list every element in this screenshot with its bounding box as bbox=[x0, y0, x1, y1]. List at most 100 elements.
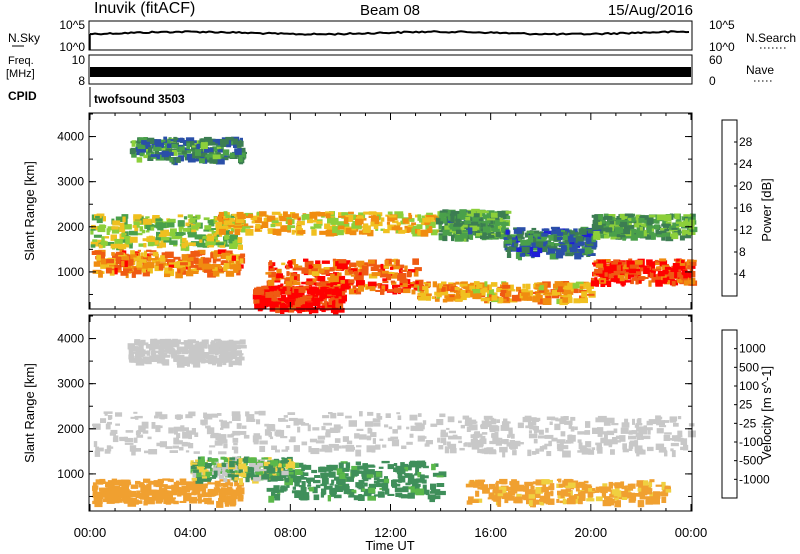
echo-cell bbox=[224, 457, 233, 463]
echo-cell bbox=[227, 474, 235, 478]
echo-cell bbox=[646, 224, 652, 231]
echo-cell bbox=[649, 497, 656, 505]
echo-cell bbox=[218, 228, 226, 235]
echo-cell bbox=[449, 229, 455, 234]
echo-cell bbox=[332, 223, 336, 227]
echo-cell bbox=[628, 435, 637, 440]
echo-cell bbox=[194, 432, 199, 437]
echo-cell bbox=[364, 465, 374, 468]
echo-cell bbox=[187, 231, 197, 238]
echo-cell bbox=[567, 498, 576, 505]
echo-cell bbox=[660, 491, 668, 497]
echo-cell bbox=[321, 260, 330, 264]
nsky-tick-bottom-right: 10^0 bbox=[709, 40, 735, 54]
echo-cell bbox=[641, 435, 651, 440]
echo-cell bbox=[166, 346, 172, 350]
echo-cell bbox=[627, 274, 631, 280]
echo-cell bbox=[253, 464, 260, 472]
echo-cell bbox=[168, 267, 173, 271]
echo-cell bbox=[385, 214, 389, 217]
echo-cell bbox=[622, 492, 632, 498]
echo-cell bbox=[238, 466, 243, 474]
echo-cell bbox=[381, 460, 390, 464]
echo-cell bbox=[196, 477, 202, 480]
echo-cell bbox=[287, 293, 292, 299]
echo-cell bbox=[540, 446, 544, 449]
echo-cell bbox=[333, 494, 342, 499]
echo-cell bbox=[675, 230, 681, 233]
echo-cell bbox=[252, 215, 258, 221]
echo-cell bbox=[388, 215, 397, 218]
echo-cell bbox=[283, 211, 288, 218]
echo-cell bbox=[135, 480, 141, 485]
echo-cell bbox=[139, 226, 143, 232]
echo-cell bbox=[558, 478, 562, 483]
echo-cell bbox=[631, 277, 639, 281]
echo-cell bbox=[124, 442, 134, 445]
echo-cell bbox=[210, 252, 214, 259]
echo-cell bbox=[459, 447, 465, 451]
echo-cell bbox=[222, 155, 230, 158]
echo-cell bbox=[236, 143, 242, 148]
echo-cell bbox=[104, 413, 108, 416]
echo-cell bbox=[475, 444, 484, 448]
echo-cell bbox=[601, 487, 607, 491]
echo-cell bbox=[532, 481, 538, 485]
velocity-ylabel: Slant Range [km] bbox=[22, 363, 37, 463]
echo-cell bbox=[612, 440, 621, 443]
echo-cell bbox=[470, 499, 479, 503]
echo-cell bbox=[279, 216, 286, 218]
echo-cell bbox=[597, 446, 603, 454]
echo-cell bbox=[489, 440, 495, 445]
echo-cell bbox=[665, 489, 672, 493]
echo-cell bbox=[467, 442, 472, 448]
echo-cell bbox=[614, 500, 621, 508]
echo-cell bbox=[616, 500, 621, 503]
echo-cell bbox=[198, 264, 204, 268]
echo-cell bbox=[144, 450, 152, 454]
echo-cell bbox=[376, 413, 381, 418]
echo-cell bbox=[511, 239, 516, 243]
echo-cell bbox=[235, 487, 245, 495]
echo-cell bbox=[92, 488, 98, 495]
echo-cell bbox=[425, 489, 430, 496]
echo-cell bbox=[480, 210, 489, 214]
echo-cell bbox=[585, 421, 591, 428]
echo-cell bbox=[426, 295, 431, 301]
echo-cell bbox=[188, 443, 194, 449]
echo-cell bbox=[129, 148, 135, 155]
echo-cell bbox=[275, 221, 282, 227]
echo-cell bbox=[349, 231, 354, 235]
echo-cell bbox=[220, 421, 230, 429]
echo-cell bbox=[107, 266, 115, 269]
echo-cell bbox=[227, 488, 234, 494]
echo-cell bbox=[659, 258, 667, 262]
echo-cell bbox=[158, 486, 162, 493]
echo-cell bbox=[460, 290, 469, 297]
echo-cell bbox=[520, 294, 528, 301]
echo-cell bbox=[315, 282, 320, 286]
echo-cell bbox=[188, 354, 194, 360]
echo-cell bbox=[375, 289, 382, 292]
echo-cell bbox=[208, 355, 218, 360]
echo-cell bbox=[279, 288, 286, 292]
echo-cell bbox=[584, 430, 591, 435]
echo-cell bbox=[412, 226, 419, 229]
echo-cell bbox=[185, 492, 192, 500]
echo-cell bbox=[473, 482, 478, 488]
echo-cell bbox=[519, 253, 525, 257]
echo-cell bbox=[550, 242, 555, 247]
echo-cell bbox=[238, 458, 243, 464]
colorbar-tick-label: 16 bbox=[739, 201, 753, 215]
echo-cell bbox=[142, 271, 150, 277]
echo-cell bbox=[286, 472, 294, 475]
echo-cell bbox=[93, 485, 99, 490]
echo-cell bbox=[649, 264, 655, 269]
echo-cell bbox=[531, 251, 541, 258]
echo-cell bbox=[464, 223, 473, 230]
echo-cell bbox=[105, 267, 112, 274]
colorbar-tick-label: 8 bbox=[739, 245, 746, 259]
echo-cell bbox=[237, 344, 247, 349]
echo-cell bbox=[280, 436, 288, 439]
echo-cell bbox=[156, 154, 160, 160]
